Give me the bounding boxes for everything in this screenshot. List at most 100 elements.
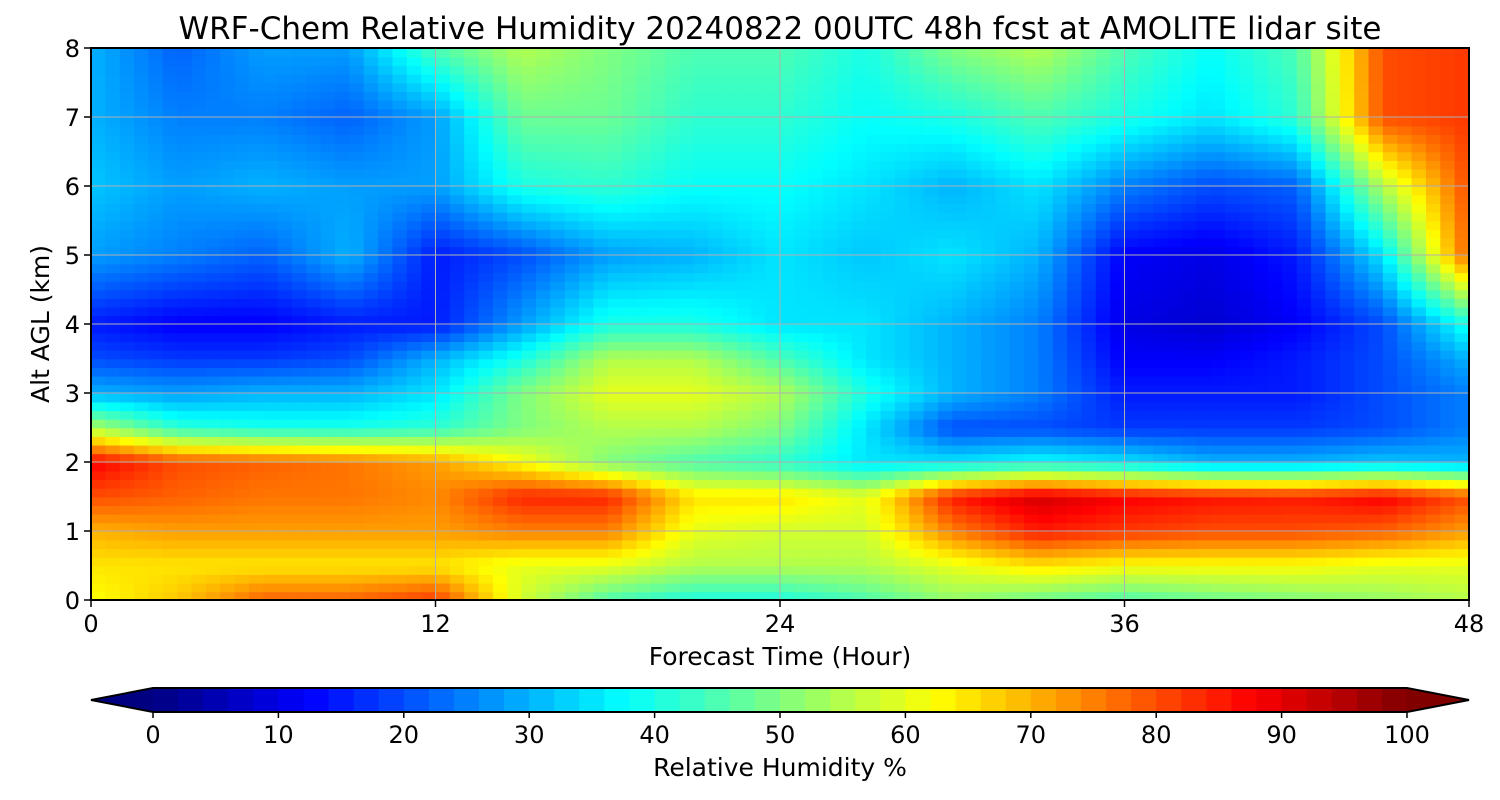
heatmap-cell <box>1024 393 1040 403</box>
heatmap-cell <box>177 289 193 299</box>
heatmap-cell <box>1196 237 1212 248</box>
heatmap-cell <box>708 272 724 282</box>
heatmap-cell <box>1425 229 1442 239</box>
heatmap-cell <box>923 496 939 506</box>
heatmap-cell <box>421 591 437 600</box>
heatmap-cell <box>564 220 580 230</box>
heatmap-cell <box>937 367 954 377</box>
heatmap-cell <box>406 496 422 506</box>
heatmap-cell <box>966 237 982 248</box>
heatmap-cell <box>736 255 753 265</box>
heatmap-cell <box>808 160 824 170</box>
heatmap-cell <box>1440 367 1456 377</box>
heatmap-cell <box>1110 324 1126 334</box>
heatmap-cell <box>421 160 437 170</box>
heatmap-cell <box>579 574 595 584</box>
heatmap-cell <box>435 211 451 222</box>
heatmap-cell <box>823 306 839 317</box>
heatmap-cell <box>1124 565 1140 575</box>
heatmap-cell <box>291 479 308 489</box>
heatmap-cell <box>306 548 322 558</box>
heatmap-cell <box>894 263 910 274</box>
heatmap-cell <box>148 160 164 170</box>
heatmap-cell <box>593 539 609 550</box>
heatmap-cell <box>937 531 954 541</box>
heatmap-cell <box>435 436 451 446</box>
heatmap-cell <box>291 548 308 558</box>
heatmap-cell <box>220 505 236 515</box>
heatmap-cell <box>205 522 221 532</box>
heatmap-cell <box>808 324 824 334</box>
heatmap-cell <box>1095 427 1111 437</box>
heatmap-cell <box>1196 531 1212 541</box>
heatmap-cell <box>1110 315 1126 325</box>
heatmap-cell <box>205 349 221 360</box>
heatmap-cell <box>564 177 580 187</box>
heatmap-cell <box>464 358 480 368</box>
heatmap-cell <box>1167 220 1183 230</box>
heatmap-cell <box>909 324 925 334</box>
heatmap-cell <box>1153 393 1169 403</box>
heatmap-cell <box>1224 427 1241 437</box>
heatmap-cell <box>119 496 135 506</box>
heatmap-cell <box>291 151 308 161</box>
heatmap-cell <box>679 332 695 343</box>
heatmap-cell <box>1196 255 1212 265</box>
heatmap-cell <box>291 298 308 308</box>
heatmap-cell <box>851 349 867 360</box>
heatmap-cell <box>306 203 322 213</box>
heatmap-cell <box>1052 280 1068 291</box>
heatmap-cell <box>722 548 738 558</box>
heatmap-cell <box>306 220 322 230</box>
heatmap-cell <box>507 186 523 196</box>
heatmap-cell <box>1095 565 1111 575</box>
heatmap-cell <box>765 168 781 179</box>
heatmap-cell <box>1095 220 1111 230</box>
heatmap-cell <box>406 263 422 274</box>
heatmap-cell <box>406 220 422 230</box>
heatmap-cell <box>392 375 408 386</box>
heatmap-cell <box>1067 410 1083 420</box>
heatmap-cell <box>837 341 853 351</box>
heatmap-cell <box>607 444 623 455</box>
heatmap-cell <box>622 272 638 282</box>
heatmap-cell <box>1354 168 1370 179</box>
heatmap-cell <box>579 315 595 325</box>
heatmap-cell <box>1138 324 1154 334</box>
heatmap-cell <box>1153 332 1169 343</box>
heatmap-cell <box>1081 272 1097 282</box>
heatmap-cell <box>1282 591 1298 600</box>
heatmap-cell <box>277 289 293 299</box>
heatmap-cell <box>1153 194 1169 205</box>
heatmap-cell <box>1181 556 1198 567</box>
heatmap-cell <box>1224 349 1241 360</box>
heatmap-cell <box>1067 513 1083 524</box>
heatmap-cell <box>349 255 365 265</box>
heatmap-cell <box>923 194 939 205</box>
heatmap-cell <box>435 160 451 170</box>
heatmap-cell <box>1296 306 1312 317</box>
heatmap-cell <box>1425 324 1442 334</box>
heatmap-cell <box>851 548 867 558</box>
heatmap-cell <box>464 401 480 412</box>
heatmap-cell <box>550 246 566 256</box>
heatmap-cell <box>1239 582 1255 593</box>
heatmap-cell <box>1368 462 1384 472</box>
heatmap-cell <box>306 237 322 248</box>
heatmap-cell <box>952 548 968 558</box>
heatmap-cell <box>1311 229 1327 239</box>
heatmap-cell <box>464 332 480 343</box>
heatmap-cell <box>535 565 552 575</box>
heatmap-cell <box>1138 487 1154 498</box>
heatmap-cell <box>1196 332 1212 343</box>
heatmap-cell <box>909 375 925 386</box>
heatmap-cell <box>1253 444 1269 455</box>
heatmap-cell <box>866 591 882 600</box>
heatmap-cell <box>1296 211 1312 222</box>
heatmap-cell <box>1224 513 1241 524</box>
heatmap-cell <box>550 496 566 506</box>
heatmap-cell <box>1052 513 1068 524</box>
heatmap-cell <box>1181 194 1198 205</box>
heatmap-cell <box>507 315 523 325</box>
heatmap-cell <box>636 444 652 455</box>
